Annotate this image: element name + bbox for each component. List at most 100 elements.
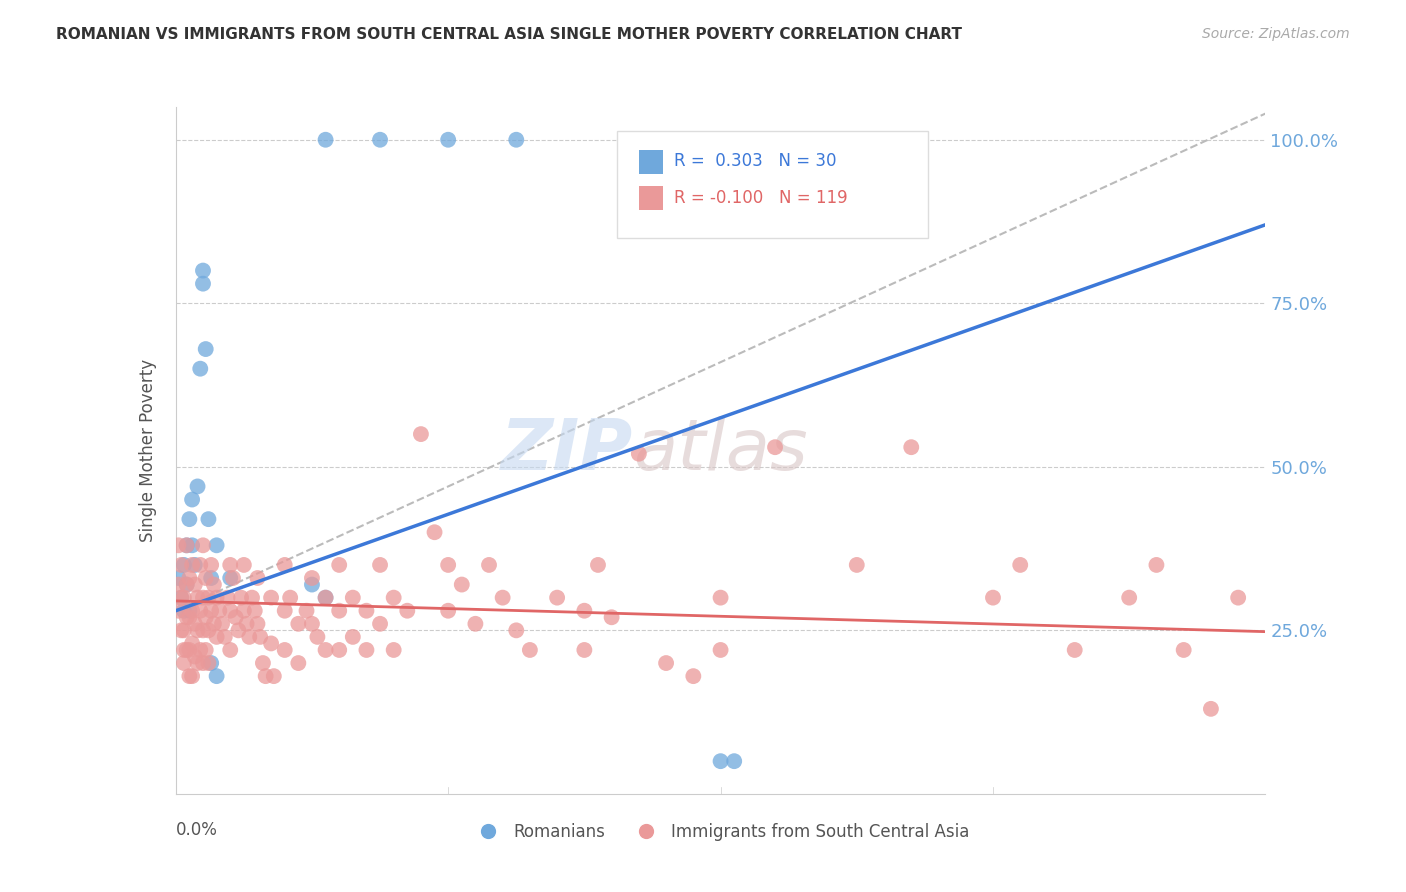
Point	[287, 656, 309, 670]
Point	[170, 624, 193, 638]
Point	[246, 571, 269, 585]
Point	[315, 643, 337, 657]
Point	[232, 558, 254, 572]
Point	[243, 604, 266, 618]
Point	[254, 669, 277, 683]
Point	[173, 656, 195, 670]
Point	[274, 643, 297, 657]
Point	[1063, 643, 1085, 657]
Point	[1118, 591, 1140, 605]
Point	[710, 643, 733, 657]
Point	[260, 591, 283, 605]
Point	[600, 610, 623, 624]
Point	[208, 604, 231, 618]
Point	[252, 656, 274, 670]
Point	[219, 604, 242, 618]
Point	[342, 591, 364, 605]
Point	[173, 643, 195, 657]
Point	[328, 643, 350, 657]
Point	[519, 643, 541, 657]
Point	[382, 591, 405, 605]
Point	[197, 512, 219, 526]
Point	[181, 538, 204, 552]
Point	[188, 361, 211, 376]
Point	[1227, 591, 1250, 605]
Point	[173, 624, 195, 638]
Point	[191, 538, 214, 552]
Point	[202, 577, 225, 591]
Point	[274, 558, 297, 572]
Point	[170, 591, 193, 605]
Point	[437, 604, 460, 618]
Point	[205, 591, 228, 605]
Point	[505, 624, 527, 638]
Point	[173, 591, 195, 605]
Point	[191, 656, 214, 670]
Point	[328, 558, 350, 572]
Point	[845, 558, 868, 572]
Point	[328, 604, 350, 618]
Point	[450, 577, 472, 591]
Point	[200, 571, 222, 585]
Text: ROMANIAN VS IMMIGRANTS FROM SOUTH CENTRAL ASIA SINGLE MOTHER POVERTY CORRELATION: ROMANIAN VS IMMIGRANTS FROM SOUTH CENTRA…	[56, 27, 962, 42]
Text: R = -0.100   N = 119: R = -0.100 N = 119	[673, 189, 848, 207]
Point	[382, 643, 405, 657]
Point	[231, 591, 253, 605]
Point	[315, 133, 337, 147]
Point	[492, 591, 515, 605]
Point	[176, 538, 198, 552]
Point	[167, 577, 190, 591]
Point	[179, 643, 201, 657]
Point	[194, 643, 217, 657]
Point	[200, 656, 222, 670]
Point	[274, 604, 297, 618]
Point	[179, 610, 201, 624]
Point	[186, 624, 209, 638]
Point	[627, 447, 650, 461]
Point	[423, 525, 446, 540]
Point	[478, 558, 501, 572]
Point	[167, 604, 190, 618]
Point	[194, 610, 217, 624]
Point	[176, 610, 198, 624]
Point	[167, 538, 190, 552]
Point	[181, 669, 204, 683]
Point	[546, 591, 568, 605]
Point	[1199, 702, 1222, 716]
Y-axis label: Single Mother Poverty: Single Mother Poverty	[139, 359, 157, 542]
Point	[368, 558, 391, 572]
Point	[464, 616, 486, 631]
Point	[179, 512, 201, 526]
Point	[222, 571, 245, 585]
Point	[191, 263, 214, 277]
Point	[981, 591, 1004, 605]
Point	[1010, 558, 1032, 572]
Text: Source: ZipAtlas.com: Source: ZipAtlas.com	[1202, 27, 1350, 41]
Bar	[638, 150, 662, 174]
Point	[188, 604, 211, 618]
Point	[179, 571, 201, 585]
Point	[249, 630, 271, 644]
Point	[710, 754, 733, 768]
Point	[211, 616, 233, 631]
Point	[287, 616, 309, 631]
Point	[240, 591, 263, 605]
Point	[186, 656, 209, 670]
Point	[368, 616, 391, 631]
Point	[170, 558, 193, 572]
Point	[574, 643, 596, 657]
Point	[205, 669, 228, 683]
Point	[409, 427, 432, 442]
Point	[173, 604, 195, 618]
Point	[176, 577, 198, 591]
Point	[263, 669, 285, 683]
Point	[1173, 643, 1195, 657]
Point	[184, 616, 207, 631]
Point	[1144, 558, 1167, 572]
Point	[197, 656, 219, 670]
Text: R =  0.303   N = 30: R = 0.303 N = 30	[673, 152, 837, 169]
Point	[202, 616, 225, 631]
Point	[214, 630, 236, 644]
Point	[342, 630, 364, 644]
Point	[197, 591, 219, 605]
